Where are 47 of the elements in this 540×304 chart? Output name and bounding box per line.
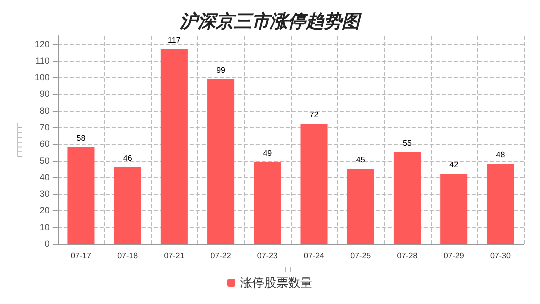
- y-tick-label: 110: [36, 56, 50, 66]
- x-tick-label: 07-25: [350, 252, 372, 260]
- data-label: 117: [168, 36, 182, 45]
- bar: [300, 124, 328, 244]
- bar: [347, 169, 374, 244]
- x-tick-label: 07-24: [304, 252, 326, 260]
- y-tick-label: 30: [40, 189, 50, 200]
- bar: [160, 49, 188, 244]
- y-tick-label: 90: [40, 89, 50, 100]
- x-tick-label: 07-17: [70, 252, 92, 260]
- y-tick-label: 20: [40, 206, 50, 216]
- x-axis-title: □□: [286, 264, 297, 274]
- data-label: 72: [310, 110, 320, 120]
- x-tick-label: 07-23: [257, 252, 278, 260]
- y-tick-label: 60: [40, 139, 50, 150]
- data-label: 42: [450, 160, 460, 170]
- bar: [487, 164, 514, 244]
- bar: [254, 162, 282, 244]
- legend-label: 涨停股票数量: [240, 276, 312, 290]
- x-tick-label: 07-21: [164, 252, 186, 260]
- x-tick-label: 07-22: [210, 252, 232, 260]
- chart-title: 沪深京三市涨停趋势图: [179, 12, 363, 32]
- bar: [394, 152, 421, 244]
- x-tick-label: 07-28: [397, 252, 418, 260]
- data-label: 46: [123, 154, 133, 163]
- y-axis-title: □□□□□□□: [16, 122, 24, 157]
- bar: [114, 167, 142, 244]
- bar: [440, 174, 468, 244]
- x-tick-label: 07-18: [118, 252, 139, 260]
- y-tick-label: 40: [40, 172, 50, 182]
- x-tick-label: 07-30: [490, 252, 512, 260]
- y-tick-label: 50: [40, 156, 50, 166]
- data-label: 58: [76, 134, 86, 143]
- data-label: 99: [216, 66, 226, 75]
- y-tick-label: 100: [34, 72, 50, 83]
- y-tick-label: 70: [40, 122, 50, 133]
- data-label: 48: [496, 150, 506, 160]
- data-label: 55: [403, 138, 412, 148]
- data-label: 49: [263, 148, 273, 158]
- data-label: 45: [356, 156, 366, 165]
- y-tick-label: 0: [44, 239, 50, 249]
- bar: [208, 79, 235, 244]
- y-tick-label: 10: [40, 222, 50, 232]
- bar: [68, 147, 95, 244]
- y-tick-label: 80: [40, 106, 50, 116]
- y-tick-label: 120: [34, 39, 50, 50]
- x-tick-label: 07-29: [444, 252, 465, 260]
